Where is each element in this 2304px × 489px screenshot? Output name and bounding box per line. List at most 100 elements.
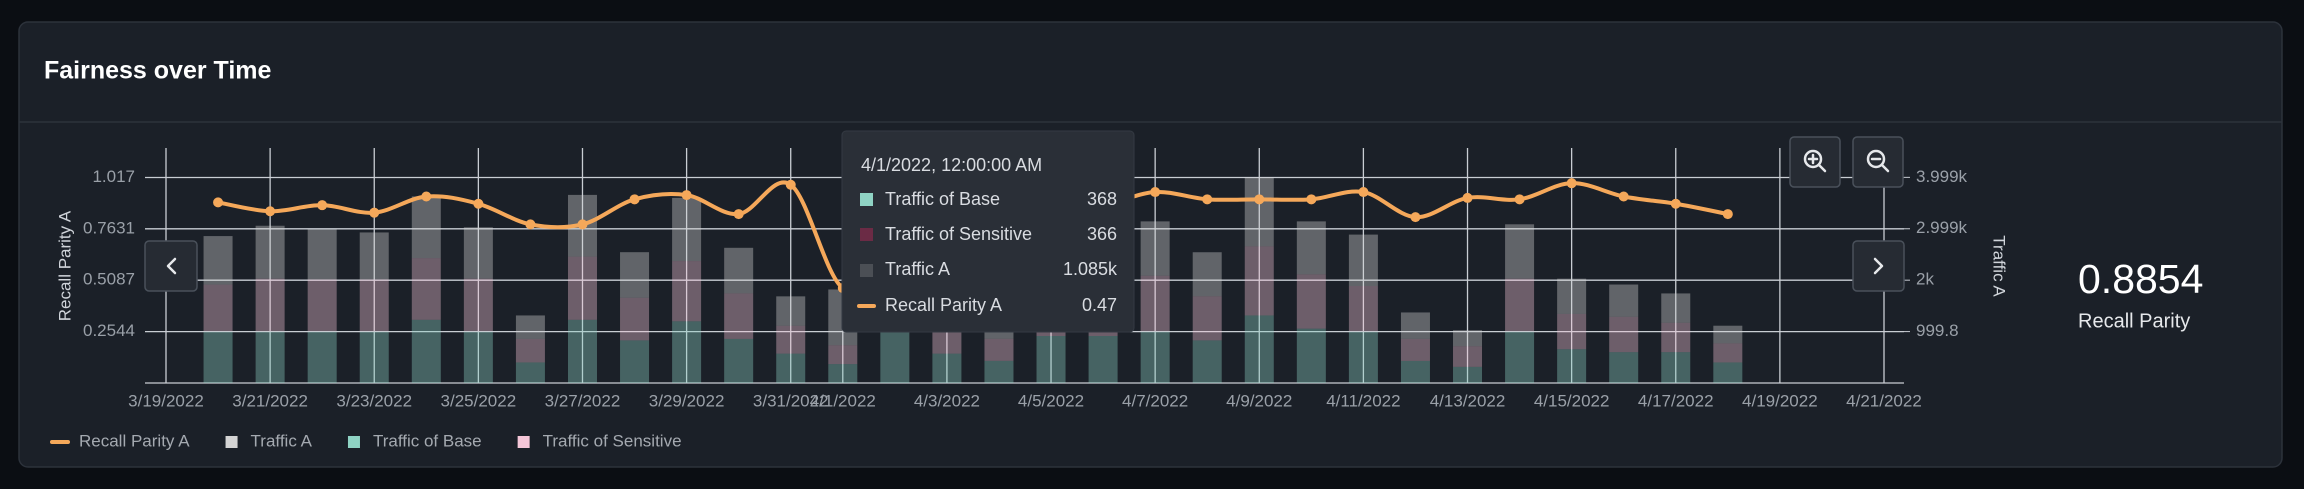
bar	[1661, 293, 1691, 323]
bar	[411, 196, 441, 259]
bar	[411, 258, 441, 320]
bar	[724, 293, 754, 339]
bar	[1140, 221, 1170, 276]
bar	[1453, 366, 1483, 383]
button-bg[interactable]	[1789, 136, 1841, 188]
prev-button[interactable]	[144, 240, 198, 292]
bar	[1244, 315, 1274, 383]
bar	[203, 236, 233, 285]
point	[213, 197, 224, 208]
bar	[411, 319, 441, 383]
icon	[1880, 163, 1890, 173]
tooltip-swatch	[860, 264, 873, 277]
bar	[984, 338, 1014, 361]
bar	[1348, 331, 1378, 383]
bar	[984, 360, 1014, 383]
bar	[255, 225, 285, 279]
bar	[463, 278, 493, 332]
bar	[515, 315, 545, 339]
bar	[724, 247, 754, 294]
bar	[776, 325, 806, 354]
tooltip-value: 366	[1087, 224, 1117, 244]
bar	[1140, 275, 1170, 332]
point	[681, 190, 692, 201]
bar	[307, 279, 337, 332]
summary-label: Recall Parity	[2078, 310, 2190, 332]
point	[1566, 178, 1577, 189]
x-tick-label: 3/23/2022	[336, 391, 412, 410]
bar	[828, 364, 858, 383]
y-tick-label: 0.7631	[83, 218, 135, 237]
bar	[359, 331, 389, 383]
bar	[880, 331, 910, 383]
point	[1150, 187, 1161, 198]
zoom-out-button[interactable]	[1852, 136, 1904, 188]
tooltip-label: Traffic of Sensitive	[885, 224, 1032, 244]
legend-swatch	[347, 436, 360, 448]
bar	[1244, 177, 1274, 247]
x-tick-label: 3/29/2022	[649, 391, 725, 410]
x-tick-label: 3/21/2022	[232, 391, 308, 410]
legend-swatch	[517, 436, 530, 448]
y2-tick-label: 999.8	[1916, 321, 1959, 340]
bar	[776, 296, 806, 326]
bar	[359, 232, 389, 280]
legend-label: Traffic of Sensitive	[543, 431, 682, 450]
point	[1618, 191, 1629, 202]
x-tick-label: 4/15/2022	[1534, 391, 1610, 410]
bar	[307, 229, 337, 280]
legend-label: Traffic A	[251, 431, 313, 450]
point	[421, 191, 432, 202]
y2-axis-title: Traffic A	[1990, 235, 2009, 297]
bar	[515, 362, 545, 383]
bar	[1192, 296, 1222, 341]
bar	[620, 297, 650, 341]
bar	[515, 338, 545, 363]
legend: Recall Parity A Traffic A Traffic of Base T…	[50, 431, 682, 450]
y-tick-label: 0.2544	[83, 321, 135, 340]
bar	[672, 261, 702, 322]
button-bg[interactable]	[144, 240, 198, 292]
bar	[1088, 336, 1118, 383]
x-tick-label: 3/19/2022	[128, 391, 204, 410]
button-bg[interactable]	[1852, 240, 1905, 292]
bar	[1661, 322, 1691, 353]
bar	[1609, 316, 1639, 353]
bar	[776, 353, 806, 383]
bar	[1661, 352, 1691, 383]
y2-tick-label: 2.999k	[1916, 218, 1968, 237]
bar	[1036, 336, 1066, 383]
bar	[1296, 221, 1326, 275]
bar	[1557, 349, 1587, 383]
bar	[1400, 312, 1430, 339]
zoom-in-button[interactable]	[1789, 136, 1841, 188]
x-tick-label: 3/27/2022	[545, 391, 621, 410]
y2-tick-label: 3.999k	[1916, 167, 1968, 186]
point	[1358, 187, 1369, 198]
point	[1462, 192, 1473, 203]
y-tick-label: 1.017	[92, 167, 135, 186]
bar	[1505, 278, 1535, 332]
bar	[672, 197, 702, 262]
bar	[1557, 313, 1587, 350]
point	[577, 219, 588, 230]
button-bg[interactable]	[1852, 136, 1904, 188]
tooltip-swatch	[860, 228, 873, 241]
bar	[307, 331, 337, 383]
bar	[203, 284, 233, 332]
next-button[interactable]	[1852, 240, 1905, 292]
bar	[1140, 331, 1170, 383]
bar	[567, 319, 597, 383]
bar	[1505, 331, 1535, 383]
point	[1722, 209, 1733, 220]
point	[265, 206, 276, 217]
bar	[203, 331, 233, 383]
bar	[1400, 338, 1430, 361]
x-tick-label: 4/5/2022	[1018, 391, 1084, 410]
x-tick-label: 4/11/2022	[1326, 391, 1400, 410]
bar	[255, 278, 285, 332]
bar	[1609, 284, 1639, 317]
point	[1306, 194, 1317, 205]
bar	[1609, 352, 1639, 383]
icon	[1803, 149, 1823, 169]
